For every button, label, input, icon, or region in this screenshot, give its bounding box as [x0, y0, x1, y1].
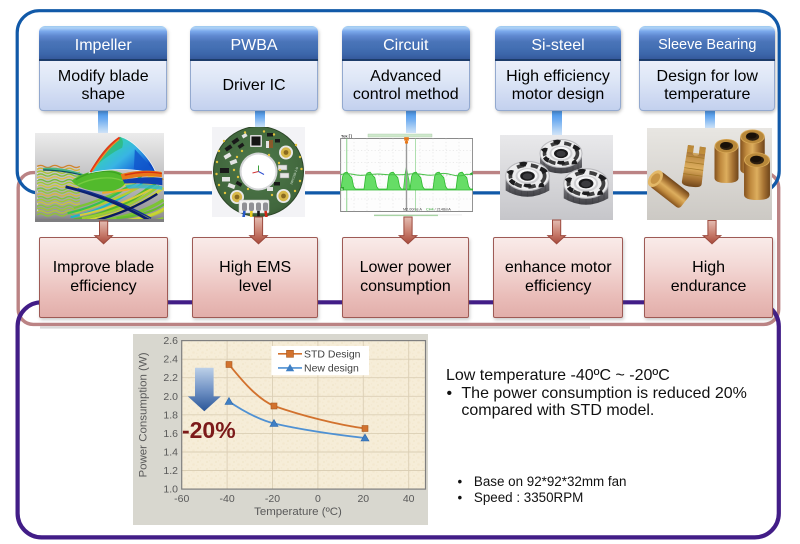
- svg-text:2.6: 2.6: [164, 336, 179, 347]
- svg-text:1.8: 1.8: [164, 410, 179, 421]
- svg-text:E: E: [341, 187, 343, 191]
- svg-text:1.6: 1.6: [164, 428, 179, 439]
- svg-text:-20%: -20%: [182, 417, 236, 443]
- svg-text:1.0: 1.0: [164, 484, 179, 495]
- svg-text:JWC23B-2-D: JWC23B-2-D: [289, 165, 299, 185]
- svg-text:STD Design: STD Design: [304, 349, 361, 360]
- svg-text:-20: -20: [265, 494, 280, 505]
- svg-text:20: 20: [358, 494, 370, 505]
- svg-text:2.4: 2.4: [164, 354, 179, 365]
- svg-text:Power Consumption (W): Power Consumption (W): [138, 352, 150, 477]
- svg-text:2.0: 2.0: [164, 391, 179, 402]
- svg-text:40: 40: [403, 494, 415, 505]
- svg-text:New design: New design: [304, 363, 359, 374]
- svg-text:1.2: 1.2: [164, 466, 179, 477]
- svg-text:Tek ⌈⌉: Tek ⌈⌉: [341, 134, 352, 139]
- svg-text:-40: -40: [220, 494, 235, 505]
- svg-text:0: 0: [315, 494, 321, 505]
- svg-text:-60: -60: [174, 494, 189, 505]
- svg-text:CH4: CH4: [426, 208, 434, 212]
- svg-text:M2.00ms A: M2.00ms A: [403, 208, 422, 212]
- svg-text:Temperature (ºC): Temperature (ºC): [254, 506, 342, 518]
- svg-text:1.4: 1.4: [164, 447, 179, 458]
- svg-text:2.2: 2.2: [164, 373, 179, 384]
- svg-text:⁄ 2148mA: ⁄ 2148mA: [434, 208, 451, 212]
